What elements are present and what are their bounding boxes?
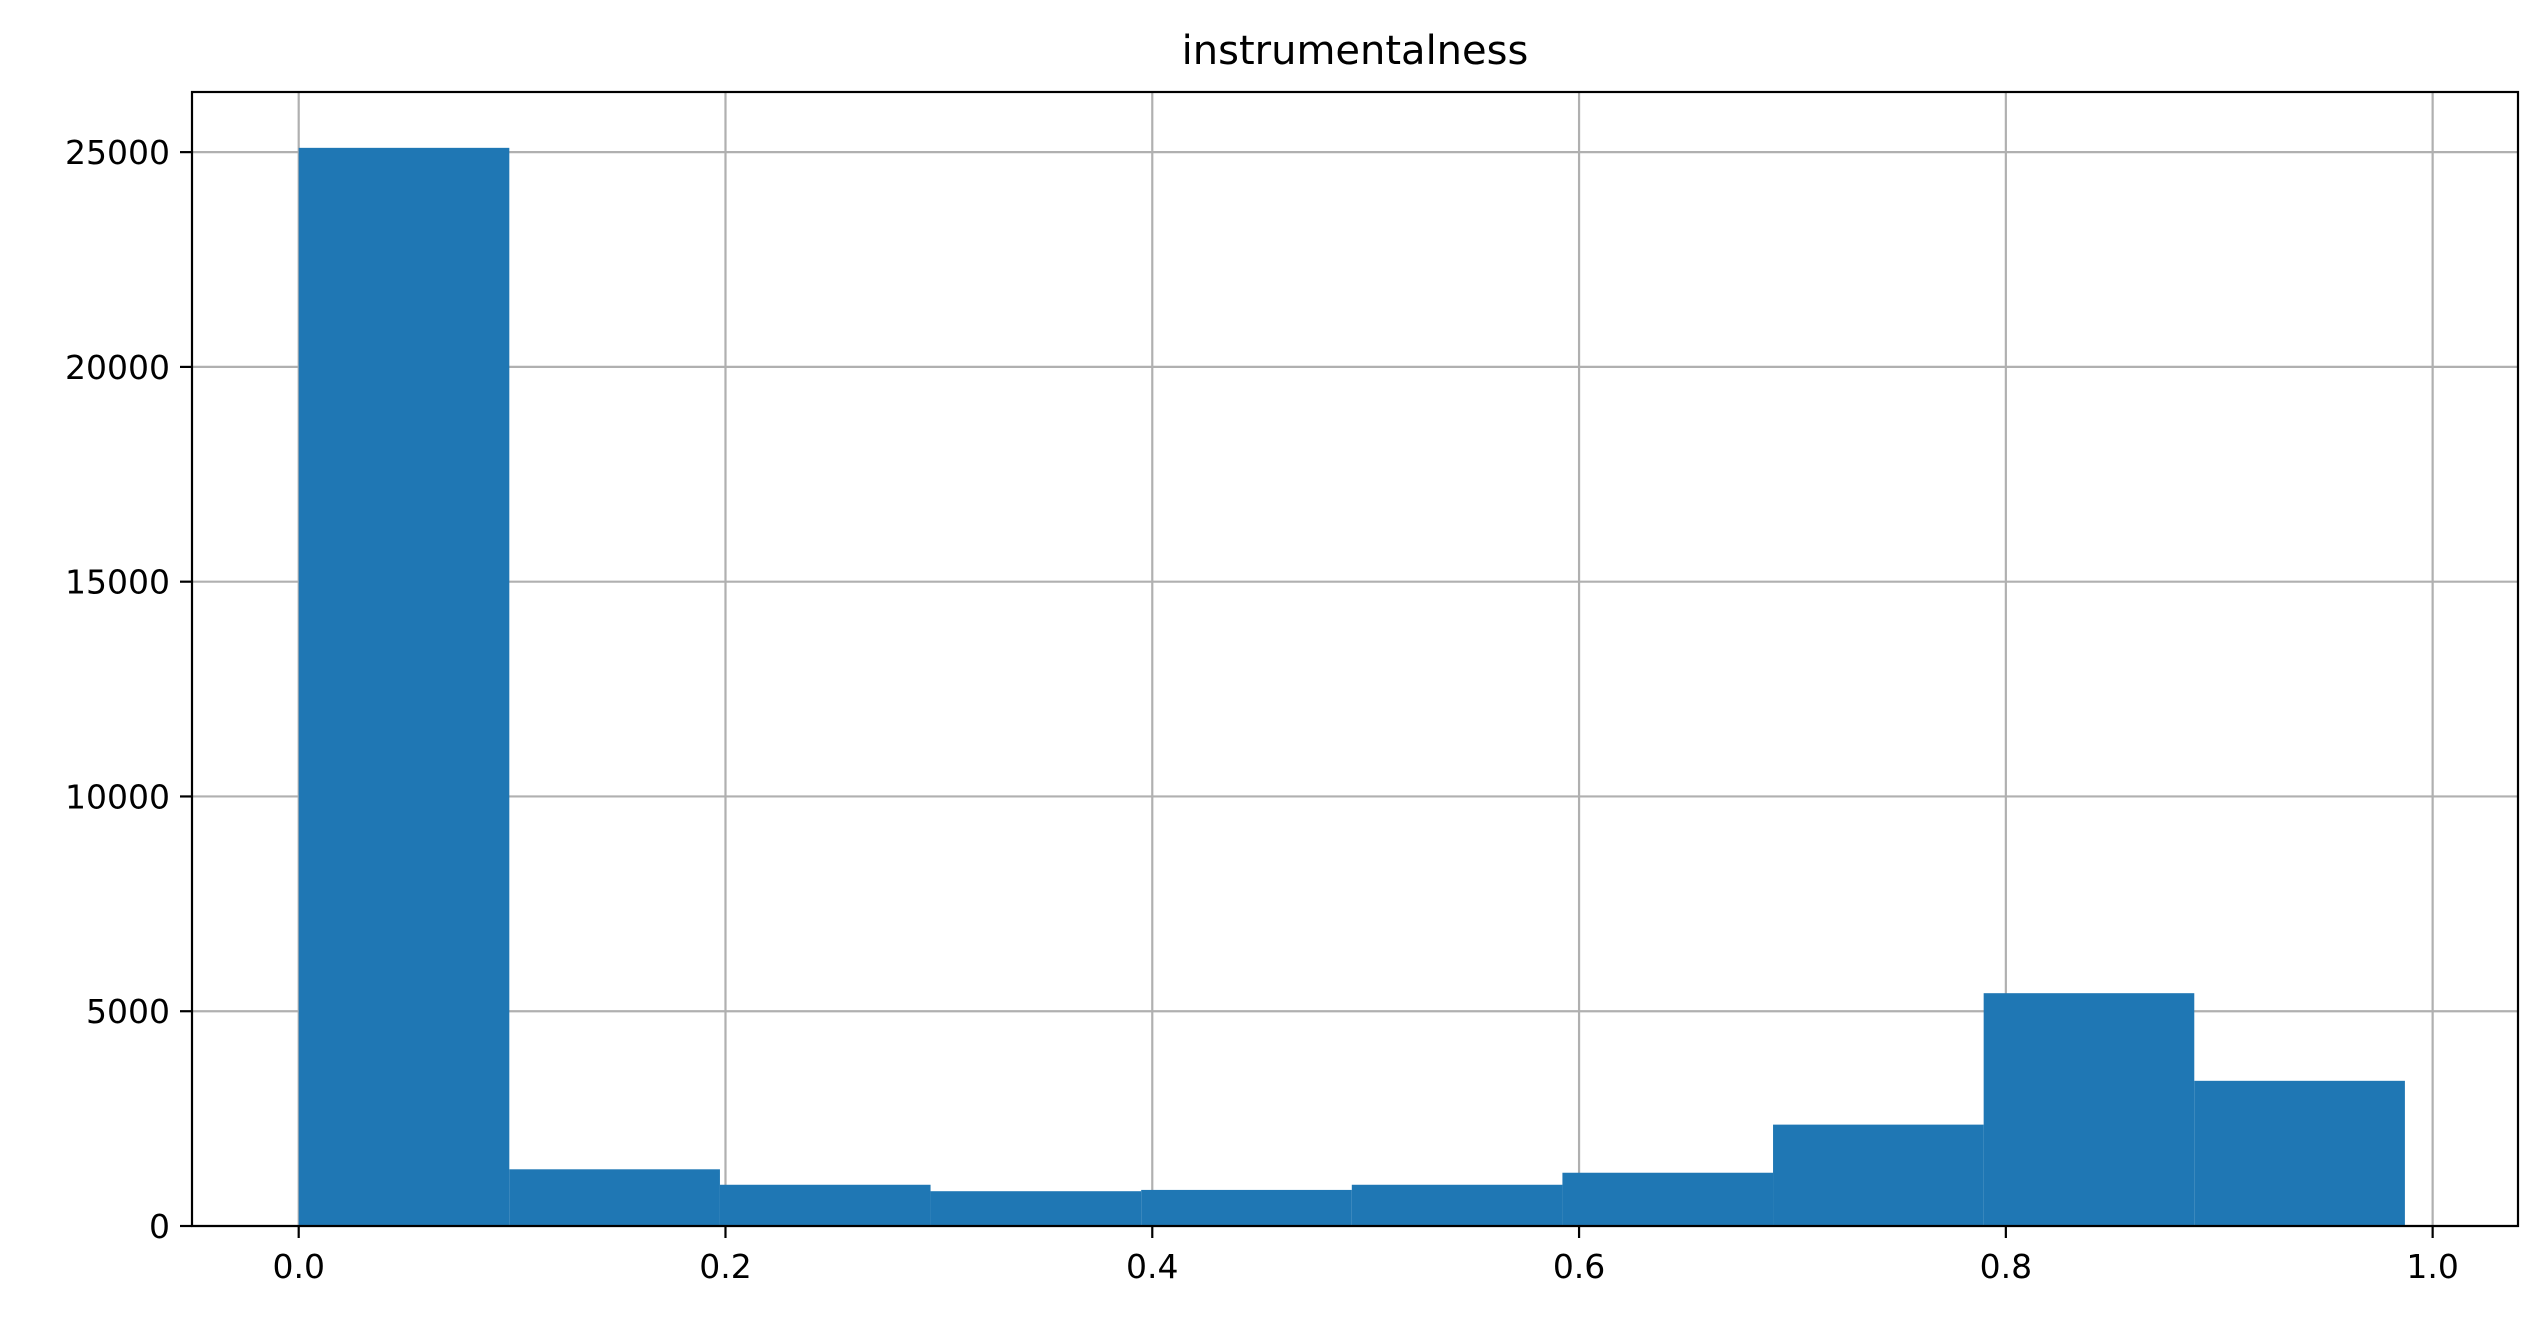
- x-tick-label: 0.6: [1553, 1247, 1605, 1286]
- x-tick-label: 1.0: [2406, 1247, 2458, 1286]
- histogram-bar: [930, 1191, 1142, 1226]
- x-tick-label: 0.4: [1126, 1247, 1178, 1286]
- ticks-layer: 0.0 0.2 0.4 0.6 0.8 1.0 0 5000 10000 15000 20000 25…: [65, 133, 2459, 1286]
- axes-frame: [190, 90, 2520, 1228]
- y-tick-label: 5000: [86, 992, 170, 1031]
- x-tick-label: 0.2: [699, 1247, 751, 1286]
- histogram-bar: [1351, 1184, 1563, 1226]
- y-tick-label: 25000: [65, 133, 170, 172]
- histogram-bar: [1773, 1124, 1984, 1226]
- histogram-bar: [2194, 1080, 2405, 1226]
- x-tick-label: 0.8: [1980, 1247, 2032, 1286]
- histogram-bar: [509, 1169, 720, 1226]
- histogram-bar: [719, 1184, 931, 1226]
- bars-layer: [298, 147, 2405, 1226]
- histogram-bar: [1983, 993, 2195, 1226]
- histogram-bar: [1141, 1189, 1352, 1226]
- histogram-bar: [1562, 1172, 1774, 1226]
- chart-title: instrumentalness: [1182, 28, 1529, 74]
- y-tick-label: 10000: [65, 777, 170, 816]
- histogram-bar: [298, 147, 510, 1226]
- y-tick-label: 0: [149, 1207, 170, 1246]
- y-tick-label: 15000: [65, 563, 170, 602]
- x-tick-label: 0.0: [272, 1247, 324, 1286]
- y-tick-label: 20000: [65, 348, 170, 387]
